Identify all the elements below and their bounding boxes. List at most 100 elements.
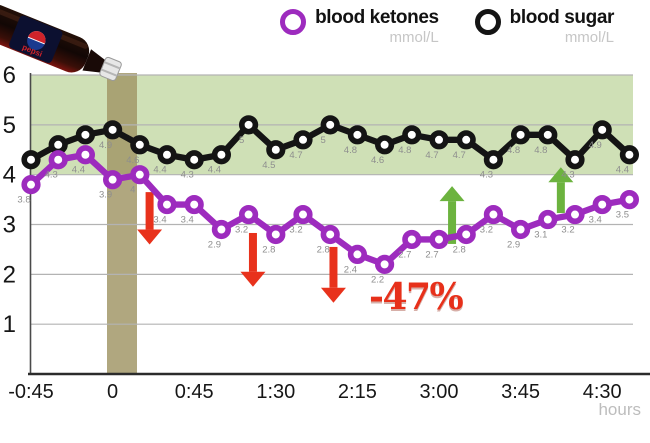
data-point [592,120,612,140]
data-point [21,175,41,195]
point-label: 4.8 [398,145,411,156]
sugar-marker-icon [474,9,501,35]
point-label: 2.7 [425,249,438,260]
data-point [592,194,612,215]
point-label: 4.5 [262,160,275,171]
data-point [483,150,504,170]
point-label: 5 [239,135,244,146]
point-label: 4 [130,185,135,196]
data-point [429,229,449,250]
point-label: 3.4 [153,215,166,226]
data-point [75,145,95,165]
point-label: 4.7 [453,150,466,161]
down-arrow [320,246,346,303]
point-label: 3.5 [616,210,629,221]
y-tick-label: 6 [3,62,16,89]
data-point [538,209,558,230]
x-tick-label: 4:30 [583,381,622,403]
data-point [456,130,476,150]
point-label: 4.3 [480,170,493,181]
intervention-time-bar [107,73,137,374]
point-label: 2.4 [344,264,357,275]
point-label: 2.8 [262,244,275,255]
data-point [510,219,531,240]
series-blood-sugar: 4.9 4.6 4.4 4.3 4.4 5 4.5 4.7 5 4.8 4.6 4.8 4.7 4.7 4.… [21,115,640,181]
data-point [320,224,340,245]
data-point [211,219,231,240]
legend-item-sugar: blood sugar mmol/L [474,6,615,46]
point-label: 4.3 [561,170,574,181]
point-label: 3.2 [235,225,248,236]
point-label: 4.9 [589,140,602,151]
percent-change-annotation: -47% [369,276,464,318]
y-tick-label: 1 [3,311,16,338]
data-point [239,204,259,225]
point-label: 2.8 [317,244,330,255]
data-point [48,150,68,170]
data-point [157,145,177,165]
data-point [565,204,585,225]
y-tick-label: 5 [3,112,16,139]
data-point [102,170,123,190]
point-label: 4.4 [153,165,166,176]
x-tick-label: -0:45 [8,381,54,403]
point-label: 2.9 [208,239,221,250]
legend-unit-sugar: mmol/L [564,28,614,46]
point-label: 4.3 [181,170,194,181]
data-point [130,165,150,185]
data-point [293,130,313,150]
point-label: 4.7 [289,150,302,161]
pepsi-bottle-image: pepsi [0,4,122,81]
x-tick-label: 0 [107,381,118,403]
x-tick-label: 0:45 [175,381,214,403]
x-tick-label: 3:00 [420,381,459,403]
point-label: 4.8 [534,145,547,156]
down-arrow [240,232,266,287]
ketones-marker-icon [280,9,307,35]
data-point [402,125,422,145]
data-point [619,189,640,210]
up-arrow [439,186,465,244]
data-point [239,115,259,135]
point-label: 2.8 [453,244,466,255]
point-label: 4.4 [616,165,629,176]
point-label: 2.7 [398,249,411,260]
data-point [75,125,95,145]
point-label: 3.2 [561,225,574,236]
data-point [102,120,123,140]
point-label: 4.8 [507,145,520,156]
point-label: 5 [321,135,326,146]
x-tick-label: 1:30 [256,381,295,403]
point-label: 3.1 [534,230,547,241]
data-point [538,125,558,145]
data-point [429,130,449,150]
point-label: 3.8 [17,195,30,206]
data-point [293,204,313,225]
data-point [184,194,204,215]
data-point [266,140,286,160]
data-point [375,135,395,155]
data-point [565,150,585,170]
point-label: 2.2 [371,274,384,285]
point-label: 4.6 [371,155,384,166]
x-tick-label: 2:15 [338,381,377,403]
point-label: 3.4 [181,215,194,226]
point-label: 2.9 [507,239,520,250]
data-point [483,204,504,225]
legend-label-sugar: blood sugar [509,7,615,28]
data-point [347,244,368,265]
data-point [456,224,476,245]
point-label: 4.7 [425,150,438,161]
point-label: 4.4 [72,165,85,176]
data-point [510,125,531,145]
point-label: 3.2 [480,225,493,236]
data-point [211,145,231,165]
point-label: 3.9 [99,190,112,201]
data-point [375,254,395,274]
legend-item-ketones: blood ketones mmol/L [280,6,439,46]
data-point [402,229,422,250]
data-point [619,145,640,165]
point-label: 4.3 [45,170,58,181]
point-label: 3.2 [289,225,302,236]
